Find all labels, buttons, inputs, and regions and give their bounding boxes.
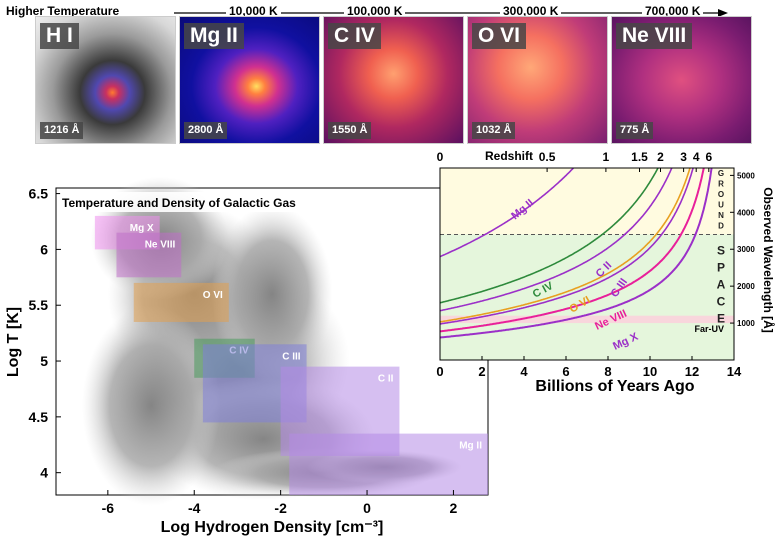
- phase-x-tick-label: 0: [363, 500, 371, 516]
- series-line-mgx: [440, 168, 713, 339]
- far-uv-band: [440, 315, 734, 324]
- panel-hi: H I 1216 Å: [35, 16, 176, 144]
- phase-x-tick-label: 2: [450, 500, 458, 516]
- panel-hi-ion: H I: [40, 23, 79, 49]
- phase-x-axis-label: Log Hydrogen Density [cm⁻³]: [161, 519, 384, 536]
- redshift-axis-label: Redshift: [485, 149, 533, 163]
- series-line-neviii: [440, 168, 705, 333]
- panel-ovi-ion: O VI: [472, 23, 527, 49]
- region-ovi: [133, 282, 229, 322]
- wave-y-tick-label: 5000: [737, 171, 755, 180]
- region-neviii: [116, 232, 182, 278]
- wave-x-tick-label: 6: [562, 364, 569, 379]
- redshift-tick-label: 6: [705, 150, 712, 164]
- phase-x-tick-label: -2: [274, 500, 287, 516]
- ground-letter: D: [718, 222, 724, 231]
- higher-temperature-label: Higher Temperature: [6, 4, 120, 18]
- wave-x-tick-label: 14: [727, 364, 742, 379]
- ground-region: [440, 168, 734, 235]
- ground-letter: N: [718, 211, 724, 220]
- region-label-ciii: C III: [282, 351, 301, 362]
- phase-x-tick-label: -4: [188, 500, 201, 516]
- panel-ovi-wavelength: 1032 Å: [472, 122, 516, 139]
- wave-y-tick-label: 3000: [737, 245, 755, 254]
- ground-letter: U: [718, 201, 724, 210]
- far-uv-label: Far-UV: [694, 324, 724, 334]
- panel-civ-wavelength: 1550 Å: [328, 122, 372, 139]
- panel-civ-ion: C IV: [328, 23, 381, 49]
- ground-letter: O: [718, 190, 724, 199]
- temp-mark-10000: 10,000 K: [226, 4, 281, 18]
- region-label-cii: C II: [378, 374, 394, 385]
- phase-y-tick-label: 5: [40, 353, 48, 369]
- wave-plot-frame: [439, 167, 735, 361]
- space-letter: C: [717, 294, 726, 308]
- panel-mgii-ion: Mg II: [184, 23, 244, 49]
- phase-y-tick-label: 4.5: [29, 409, 49, 425]
- region-label-ovi: O VI: [203, 290, 223, 301]
- space-letter: A: [717, 277, 726, 291]
- panel-neviii-wavelength: 775 Å: [616, 122, 654, 139]
- series-line-civ: [440, 168, 659, 304]
- temp-mark-100000: 100,000 K: [344, 4, 406, 18]
- redshift-tick-label: 4: [693, 150, 700, 164]
- panel-mgii-wavelength: 2800 Å: [184, 122, 228, 139]
- wave-x-tick-label: 2: [478, 364, 485, 379]
- region-label-mgii: Mg II: [459, 441, 482, 452]
- wave-x-tick-label: 12: [685, 364, 699, 379]
- wave-y-tick-label: 1000: [737, 319, 755, 328]
- wave-y-axis-label: Observed Wavelength [Å]: [761, 187, 776, 333]
- ground-letter: G: [718, 169, 724, 178]
- wave-y-tick-label: 4000: [737, 208, 755, 217]
- panel-ovi: O VI 1032 Å: [467, 16, 608, 144]
- panel-hi-wavelength: 1216 Å: [40, 122, 84, 139]
- region-label-neviii: Ne VIII: [145, 240, 176, 251]
- region-mgii: [289, 433, 488, 495]
- wave-y-tick-label: 2000: [737, 282, 755, 291]
- series-line-ovi: [440, 168, 691, 323]
- phase-y-tick-label: 5.5: [29, 297, 49, 313]
- space-letter: E: [717, 311, 725, 325]
- wave-x-tick-label: 10: [643, 364, 657, 379]
- panel-neviii-ion: Ne VIII: [616, 23, 693, 49]
- phase-y-axis-label: Log T [K]: [5, 307, 22, 377]
- redshift-tick-label: 1.5: [631, 150, 648, 164]
- series-line-mgii: [440, 168, 575, 258]
- ground-letter: R: [718, 180, 724, 189]
- redshift-tick-label: 3: [680, 150, 687, 164]
- wave-x-tick-label: 8: [604, 364, 611, 379]
- wave-x-tick-label: 0: [436, 364, 443, 379]
- space-letter: S: [717, 243, 725, 257]
- series-line-cii: [440, 168, 673, 312]
- phase-y-tick-label: 4: [40, 465, 48, 481]
- wave-x-axis-label: Billions of Years Ago: [535, 378, 694, 395]
- phase-chart-title: Temperature and Density of Galactic Gas: [62, 196, 296, 210]
- region-label-mgx: Mg X: [130, 223, 154, 234]
- wave-x-tick-label: 4: [520, 364, 528, 379]
- series-line-ciii: [440, 168, 694, 325]
- panel-mgii: Mg II 2800 Å: [179, 16, 320, 144]
- panel-civ: C IV 1550 Å: [323, 16, 464, 144]
- temp-mark-700000: 700,000 K: [642, 4, 704, 18]
- phase-x-tick-label: -6: [102, 500, 115, 516]
- phase-y-tick-label: 6: [40, 241, 48, 257]
- phase-y-tick-label: 6.5: [29, 186, 49, 202]
- redshift-tick-label: 0.5: [539, 150, 556, 164]
- space-letter: P: [717, 260, 725, 274]
- redshift-tick-label: 0: [437, 150, 444, 164]
- panel-neviii: Ne VIII 775 Å: [611, 16, 752, 144]
- temp-mark-300000: 300,000 K: [500, 4, 562, 18]
- redshift-tick-label: 1: [603, 150, 610, 164]
- redshift-tick-label: 2: [657, 150, 664, 164]
